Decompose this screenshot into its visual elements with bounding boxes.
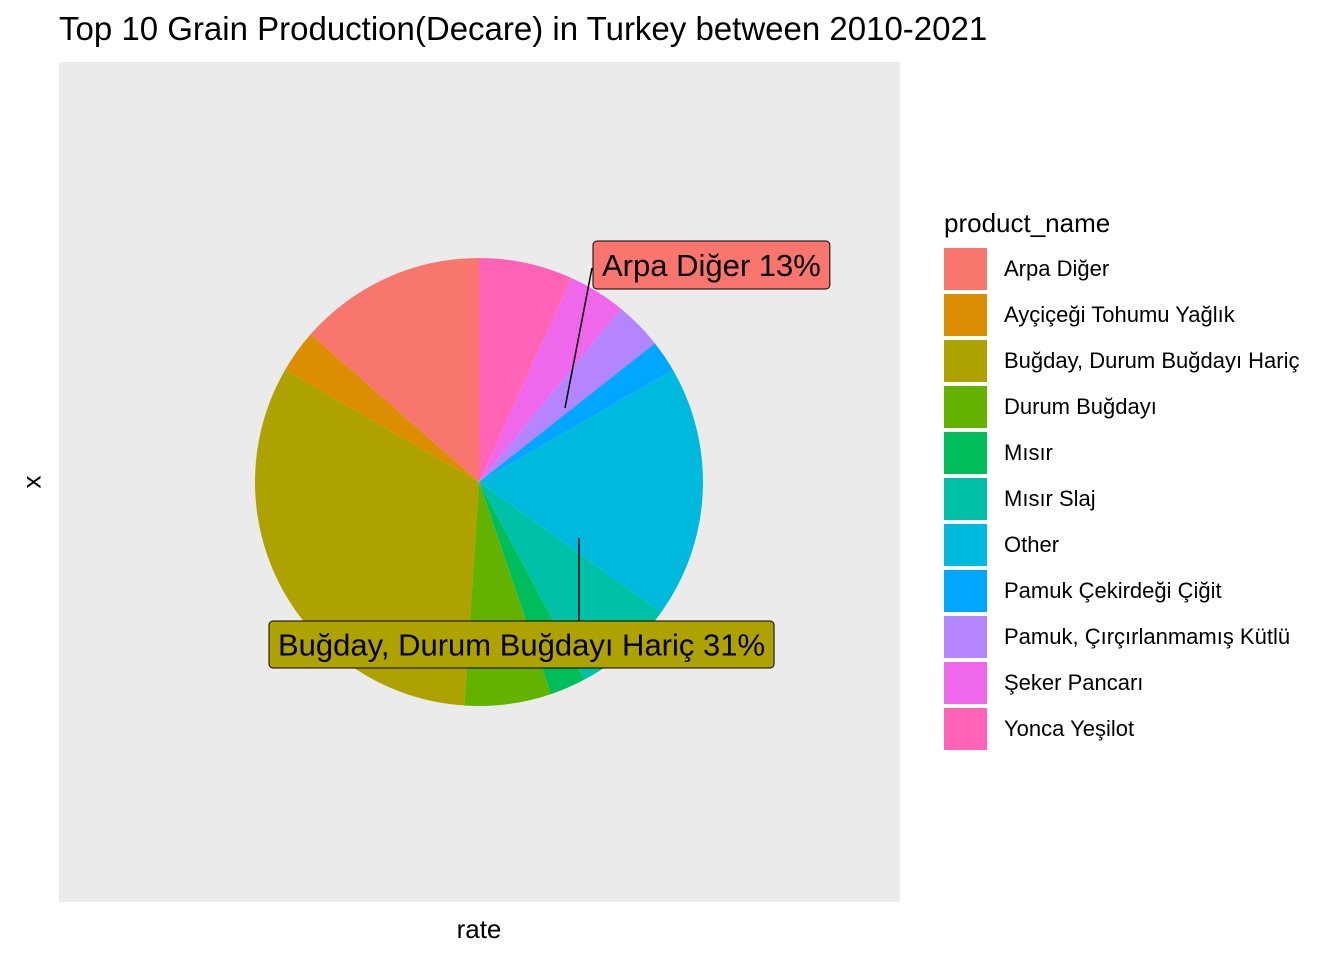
pie-slice-pamuk-cekirdegi-cigit bbox=[479, 343, 673, 482]
legend-title: product_name bbox=[944, 208, 1111, 238]
legend-key-pamuk-circirlanmamis-kutlu bbox=[944, 616, 987, 658]
y-axis-label: x bbox=[16, 475, 47, 489]
annotation-leader-arpa-diger bbox=[564, 267, 593, 409]
chart-title: Top 10 Grain Production(Decare) in Turke… bbox=[59, 10, 988, 47]
annotation-label-bugday-durum-bugdayi-haric: Buğday, Durum Buğdayı Hariç 31% bbox=[278, 628, 765, 663]
legend-label-misir-slaj: Mısır Slaj bbox=[1004, 486, 1096, 511]
legend-item-bugday-durum-bugdayi-haric: Buğday, Durum Buğdayı Hariç bbox=[944, 338, 1300, 384]
legend-item-pamuk-cekirdegi-cigit: Pamuk Çekirdeği Çiğit bbox=[944, 568, 1222, 614]
legend-items: Arpa Diğer Ayçiçeği Tohumu Yağlık Buğday, … bbox=[944, 246, 1300, 752]
legend-label-pamuk-cekirdegi-cigit: Pamuk Çekirdeği Çiğit bbox=[1004, 578, 1222, 603]
pie-slice-arpa-diger bbox=[310, 258, 479, 482]
legend-item-yonca-yesilot: Yonca Yeşilot bbox=[944, 706, 1134, 752]
legend-key-durum-bugdayi bbox=[944, 386, 987, 428]
legend-label-durum-bugdayi: Durum Buğdayı bbox=[1004, 394, 1157, 419]
legend-key-misir-slaj bbox=[944, 478, 987, 520]
annotation-box-arpa-diger bbox=[592, 240, 831, 290]
legend-key-bugday-durum-bugdayi-haric bbox=[944, 340, 987, 382]
annotation-label-arpa-diger: Arpa Diğer 13% bbox=[602, 248, 821, 283]
legend-item-arpa-diger: Arpa Diğer bbox=[944, 246, 1110, 292]
legend-key-misir bbox=[944, 432, 987, 474]
legend-key-pamuk-cekirdegi-cigit bbox=[944, 570, 987, 612]
legend-label-bugday-durum-bugdayi-haric: Buğday, Durum Buğdayı Hariç bbox=[1004, 348, 1300, 373]
legend-label-seker-pancari: Şeker Pancarı bbox=[1004, 670, 1144, 695]
pie-slice-aycicegi-tohumu-yaglik bbox=[285, 334, 479, 482]
legend-item-pamuk-circirlanmamis-kutlu: Pamuk, Çırçırlanmamış Kütlü bbox=[944, 614, 1290, 660]
legend-item-durum-bugdayi: Durum Buğdayı bbox=[944, 384, 1157, 430]
legend-label-aycicegi-tohumu-yaglik: Ayçiçeği Tohumu Yağlık bbox=[1004, 302, 1235, 327]
pie-slice-seker-pancari bbox=[479, 277, 622, 482]
annotation-box-bugday-durum-bugdayi-haric bbox=[268, 620, 775, 669]
legend-label-other: Other bbox=[1004, 532, 1060, 557]
legend-label-arpa-diger: Arpa Diğer bbox=[1004, 256, 1110, 281]
legend-key-other bbox=[944, 524, 987, 566]
legend-key-seker-pancari bbox=[944, 662, 987, 704]
legend-item-misir: Mısır bbox=[944, 430, 1110, 476]
legend-item-misir-slaj: Mısır Slaj bbox=[944, 476, 1110, 522]
pie-slices bbox=[254, 258, 704, 706]
legend-label-misir: Mısır bbox=[1004, 440, 1053, 465]
legend-key-arpa-diger bbox=[944, 248, 987, 290]
legend-label-yonca-yesilot: Yonca Yeşilot bbox=[1004, 716, 1135, 741]
pie-slice-yonca-yesilot bbox=[479, 258, 572, 482]
legend-item-seker-pancari: Şeker Pancarı bbox=[944, 660, 1143, 706]
legend: product_name Arpa Diğer Ayçiçeği Tohumu Y… bbox=[944, 208, 1300, 752]
pie-labels: Arpa Diğer 13% Buğday, Durum Buğdayı Hari… bbox=[268, 240, 831, 669]
legend-key-yonca-yesilot bbox=[944, 708, 987, 750]
legend-label-pamuk-circirlanmamis-kutlu: Pamuk, Çırçırlanmamış Kütlü bbox=[1004, 624, 1291, 649]
pie-slice-other bbox=[479, 370, 704, 613]
legend-item-aycicegi-tohumu-yaglik: Ayçiçeği Tohumu Yağlık bbox=[944, 292, 1235, 338]
legend-item-other: Other bbox=[944, 522, 1110, 568]
legend-key-aycicegi-tohumu-yaglik bbox=[944, 294, 987, 336]
x-axis-label: rate bbox=[456, 914, 502, 944]
